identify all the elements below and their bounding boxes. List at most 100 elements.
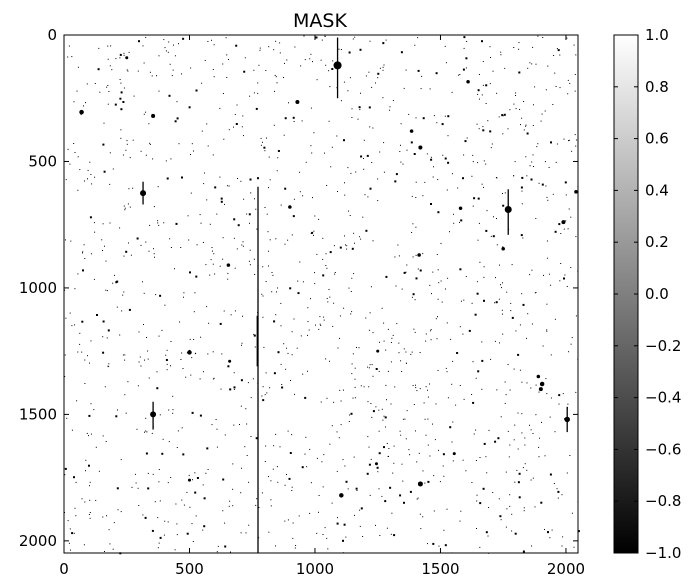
masked-pixel xyxy=(398,352,400,354)
masked-pixel xyxy=(232,488,234,490)
masked-pixel xyxy=(284,484,286,486)
masked-pixel xyxy=(137,385,139,387)
masked-pixel xyxy=(318,511,319,513)
masked-pixel xyxy=(213,377,215,379)
masked-pixel xyxy=(522,550,525,553)
masked-pixel xyxy=(438,449,439,451)
masked-pixel xyxy=(411,296,413,298)
masked-pixel xyxy=(287,239,289,241)
masked-pixel xyxy=(132,139,134,141)
masked-pixel xyxy=(265,281,267,282)
masked-pixel xyxy=(313,132,315,134)
masked-pixel xyxy=(268,531,270,533)
masked-pixel xyxy=(124,354,126,356)
masked-pixel xyxy=(417,268,419,270)
chart-title: MASK xyxy=(293,10,347,32)
masked-pixel xyxy=(279,52,281,54)
masked-pixel xyxy=(309,58,311,60)
masked-pixel xyxy=(107,103,109,105)
masked-pixel xyxy=(207,41,209,42)
masked-pixel xyxy=(242,245,244,247)
masked-blob xyxy=(295,100,300,105)
masked-pixel xyxy=(101,239,103,241)
masked-pixel xyxy=(387,328,389,330)
masked-pixel xyxy=(389,106,391,108)
masked-pixel xyxy=(288,102,289,104)
masked-pixel xyxy=(547,531,549,534)
masked-pixel xyxy=(390,403,392,405)
masked-pixel xyxy=(449,231,450,233)
masked-pixel xyxy=(126,69,128,71)
masked-pixel xyxy=(402,418,404,420)
masked-pixel xyxy=(574,134,576,136)
masked-pixel xyxy=(511,513,513,515)
masked-pixel xyxy=(363,168,365,170)
masked-pixel xyxy=(255,437,258,440)
masked-pixel xyxy=(509,389,511,391)
masked-pixel xyxy=(68,542,70,544)
masked-pixel xyxy=(577,530,580,533)
masked-pixel xyxy=(521,293,523,295)
masked-pixel xyxy=(264,207,266,208)
masked-pixel xyxy=(510,310,512,312)
masked-pixel xyxy=(441,301,443,303)
masked-pixel xyxy=(224,434,226,436)
masked-pixel xyxy=(222,510,224,512)
masked-pixel xyxy=(347,167,349,169)
masked-pixel xyxy=(77,351,79,353)
masked-pixel xyxy=(148,250,150,252)
masked-pixel xyxy=(546,257,548,259)
masked-pixel xyxy=(394,180,397,183)
masked-pixel xyxy=(143,292,145,294)
masked-pixel xyxy=(444,115,446,117)
masked-pixel xyxy=(411,195,413,197)
masked-pixel xyxy=(544,161,546,163)
masked-pixel xyxy=(513,439,515,441)
masked-pixel xyxy=(200,222,202,224)
masked-pixel xyxy=(465,67,467,69)
masked-pixel xyxy=(368,386,370,388)
masked-pixel xyxy=(106,290,108,292)
masked-pixel xyxy=(422,117,425,120)
masked-pixel xyxy=(283,134,285,136)
masked-pixel xyxy=(64,354,66,356)
masked-pixel xyxy=(293,198,295,200)
masked-pixel xyxy=(145,111,147,113)
masked-pixel xyxy=(534,292,536,294)
masked-pixel xyxy=(490,235,492,237)
masked-pixel xyxy=(425,340,427,342)
masked-pixel xyxy=(495,277,496,279)
colorbar-tick-label: 0.6 xyxy=(645,130,669,148)
masked-pixel xyxy=(244,57,246,59)
masked-pixel xyxy=(499,264,500,266)
masked-pixel xyxy=(222,63,224,65)
masked-pixel xyxy=(82,252,83,254)
masked-pixel xyxy=(169,63,171,65)
masked-pixel xyxy=(328,289,330,290)
masked-pixel xyxy=(249,95,251,97)
masked-pixel xyxy=(458,74,460,76)
masked-pixel xyxy=(244,446,246,448)
masked-pixel xyxy=(339,315,341,317)
masked-pixel xyxy=(342,539,344,542)
masked-pixel xyxy=(368,71,370,73)
masked-pixel xyxy=(432,271,434,273)
masked-pixel xyxy=(178,43,179,45)
masked-pixel xyxy=(491,143,493,145)
masked-pixel xyxy=(191,411,194,414)
masked-pixel xyxy=(476,292,479,295)
masked-pixel xyxy=(167,51,169,53)
masked-pixel xyxy=(182,453,185,456)
masked-pixel xyxy=(189,338,191,340)
masked-pixel xyxy=(416,498,418,500)
masked-pixel xyxy=(222,478,225,481)
masked-pixel xyxy=(531,545,533,547)
masked-pixel xyxy=(93,409,95,411)
masked-pixel xyxy=(148,123,150,125)
masked-pixel xyxy=(481,341,483,343)
masked-pixel xyxy=(328,70,330,72)
masked-pixel xyxy=(71,325,73,327)
masked-pixel xyxy=(123,54,125,56)
masked-pixel xyxy=(219,107,221,109)
masked-pixel xyxy=(391,337,393,339)
